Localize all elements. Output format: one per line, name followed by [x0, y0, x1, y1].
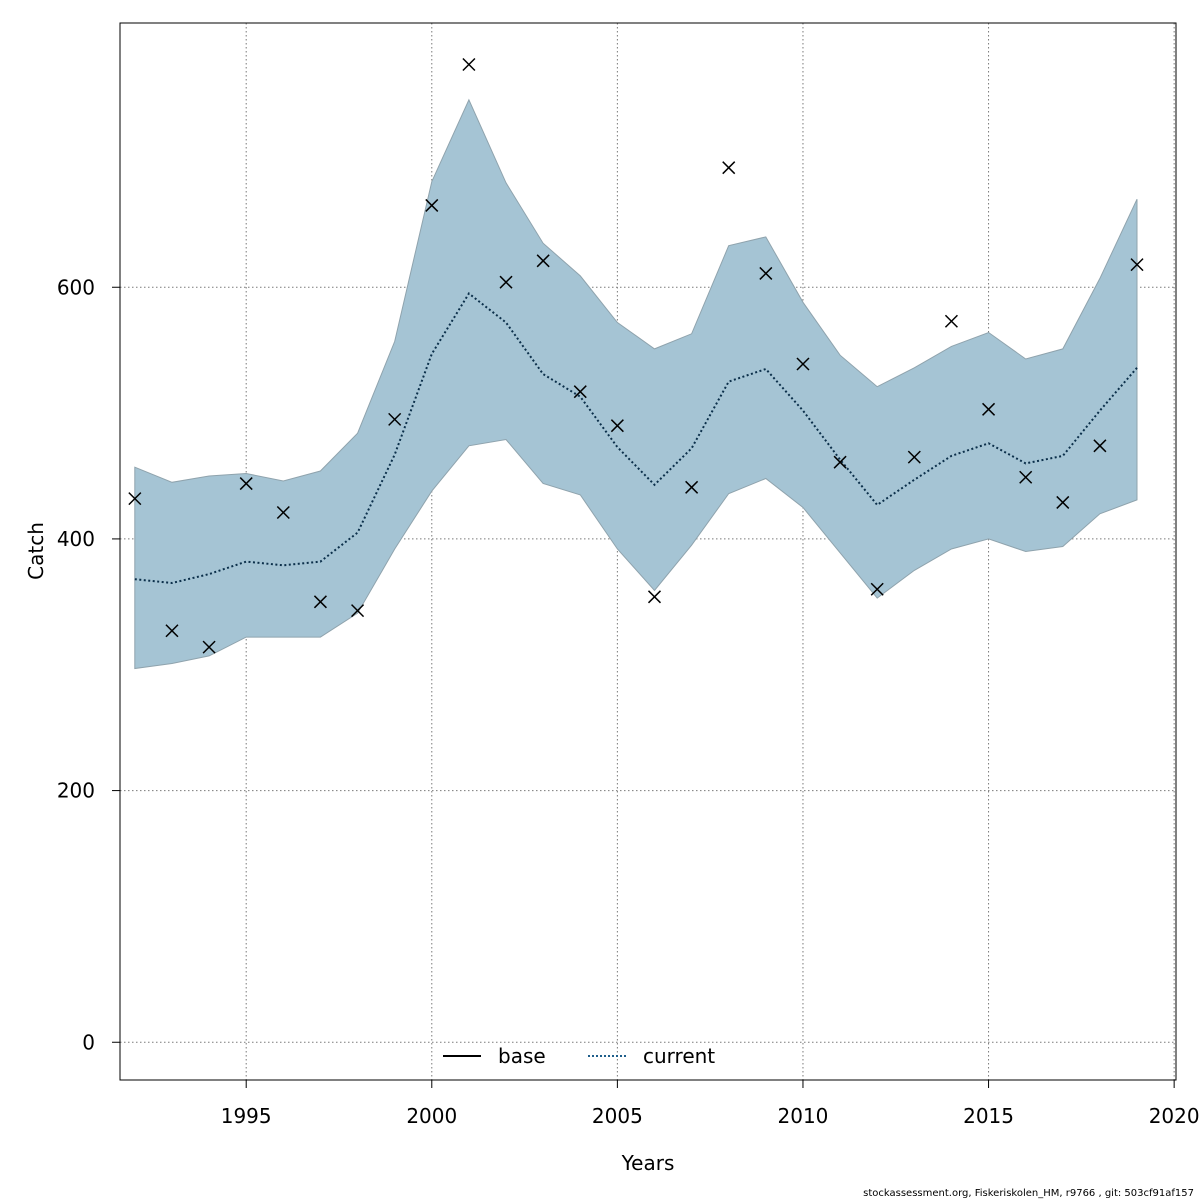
observation-point-1999 — [388, 412, 402, 426]
legend-label-base: base — [498, 1044, 546, 1068]
axes-layer: 1995 2000 2005 2010 2015 2020 0 200 400 600 — [57, 22, 1200, 1128]
observation-point-2000 — [425, 198, 439, 212]
observation-point-1997 — [313, 595, 327, 609]
observation-point-2005 — [610, 419, 624, 433]
observation-point-2006 — [647, 590, 662, 604]
x-tick-label-2020: 2020 — [1149, 1104, 1200, 1128]
observation-point-2001 — [462, 57, 476, 72]
y-tick-label-400: 400 — [57, 527, 95, 551]
confidence-band — [134, 98, 1138, 670]
observation-point-1994 — [202, 640, 216, 654]
observation-point-2014 — [944, 314, 958, 328]
series-line-layer — [134, 292, 1138, 585]
x-tick-label-2005: 2005 — [592, 1104, 643, 1128]
y-axis-title: Catch — [24, 522, 48, 580]
observation-point-2018 — [1093, 439, 1107, 453]
series-line-current — [134, 292, 1138, 585]
observation-point-2008 — [722, 161, 736, 175]
observation-point-1995 — [239, 477, 253, 491]
observation-point-2004 — [573, 385, 587, 399]
observation-point-2016 — [1019, 470, 1033, 484]
observation-point-2002 — [499, 275, 513, 289]
y-tick-label-600: 600 — [57, 275, 95, 299]
observation-points-layer — [128, 57, 1144, 654]
legend: base current — [443, 1044, 715, 1068]
observation-point-1993 — [165, 624, 179, 638]
observation-point-2013 — [907, 450, 921, 464]
observation-point-2010 — [796, 357, 810, 371]
footer-credit: stockassessment.org, Fiskeriskolen_HM, r… — [863, 1188, 1194, 1199]
observation-point-1992 — [128, 492, 142, 506]
observation-point-2009 — [759, 266, 773, 280]
x-tick-label-2015: 2015 — [963, 1104, 1014, 1128]
x-tick-label-2000: 2000 — [406, 1104, 457, 1128]
observation-point-2012 — [870, 582, 884, 596]
observation-point-2015 — [982, 402, 996, 416]
x-tick-label-1995: 1995 — [221, 1104, 272, 1128]
plot-frame — [119, 22, 1177, 1081]
x-tick-label-2010: 2010 — [778, 1104, 829, 1128]
observation-point-1996 — [276, 505, 290, 520]
y-tick-label-0: 0 — [82, 1030, 95, 1054]
observation-point-1998 — [351, 604, 365, 618]
observation-point-2003 — [536, 254, 550, 268]
observation-point-2007 — [685, 480, 699, 494]
y-tick-label-200: 200 — [57, 779, 95, 803]
observation-point-2019 — [1130, 258, 1144, 272]
confidence-band-layer — [134, 98, 1138, 670]
x-axis-title: Years — [621, 1151, 675, 1175]
observation-point-2017 — [1056, 495, 1070, 509]
observation-point-2011 — [833, 455, 847, 469]
legend-label-current: current — [643, 1044, 715, 1068]
